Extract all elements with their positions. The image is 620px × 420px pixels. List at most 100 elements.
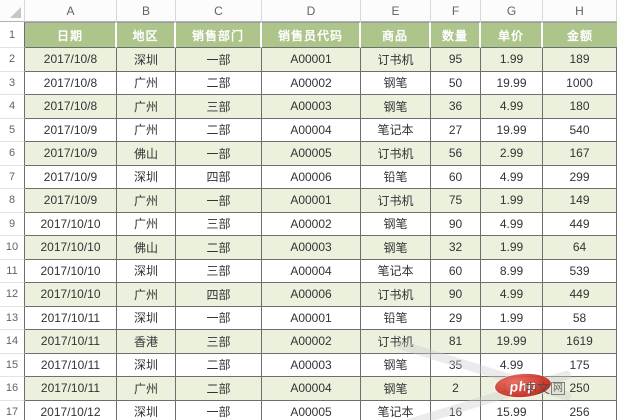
- cell-B15[interactable]: 深圳: [117, 353, 176, 377]
- row-number-7[interactable]: 7: [0, 165, 25, 189]
- cell-F5[interactable]: 27: [431, 118, 481, 142]
- select-all-corner[interactable]: [0, 0, 25, 22]
- cell-A10[interactable]: 2017/10/10: [25, 236, 117, 260]
- cell-C16[interactable]: 二部: [176, 377, 262, 401]
- cell-A6[interactable]: 2017/10/9: [25, 142, 117, 166]
- cell-E12[interactable]: 订书机: [361, 283, 431, 307]
- cell-H11[interactable]: 539: [543, 259, 617, 283]
- cell-F14[interactable]: 81: [431, 330, 481, 354]
- cell-E4[interactable]: 钢笔: [361, 95, 431, 119]
- cell-E5[interactable]: 笔记本: [361, 118, 431, 142]
- cell-H14[interactable]: 1619: [543, 330, 617, 354]
- cell-C5[interactable]: 二部: [176, 118, 262, 142]
- cell-G9[interactable]: 4.99: [481, 212, 543, 236]
- cell-D16[interactable]: A00004: [262, 377, 361, 401]
- cell-B5[interactable]: 广州: [117, 118, 176, 142]
- row-number-1[interactable]: 1: [0, 22, 25, 48]
- cell-C10[interactable]: 二部: [176, 236, 262, 260]
- cell-E2[interactable]: 订书机: [361, 48, 431, 72]
- cell-G7[interactable]: 4.99: [481, 165, 543, 189]
- cell-F9[interactable]: 90: [431, 212, 481, 236]
- cell-D8[interactable]: A00001: [262, 189, 361, 213]
- row-number-10[interactable]: 10: [0, 236, 25, 260]
- header-cell-B1[interactable]: 地区: [117, 22, 176, 48]
- row-number-2[interactable]: 2: [0, 48, 25, 72]
- cell-C12[interactable]: 四部: [176, 283, 262, 307]
- cell-A8[interactable]: 2017/10/9: [25, 189, 117, 213]
- cell-E7[interactable]: 铅笔: [361, 165, 431, 189]
- cell-E8[interactable]: 订书机: [361, 189, 431, 213]
- cell-D3[interactable]: A00002: [262, 71, 361, 95]
- cell-G2[interactable]: 1.99: [481, 48, 543, 72]
- cell-G17[interactable]: 15.99: [481, 400, 543, 420]
- column-header-F[interactable]: F: [431, 0, 481, 22]
- cell-D11[interactable]: A00004: [262, 259, 361, 283]
- cell-E16[interactable]: 钢笔: [361, 377, 431, 401]
- header-cell-A1[interactable]: 日期: [25, 22, 117, 48]
- row-number-3[interactable]: 3: [0, 71, 25, 95]
- cell-B14[interactable]: 香港: [117, 330, 176, 354]
- cell-D10[interactable]: A00003: [262, 236, 361, 260]
- cell-F13[interactable]: 29: [431, 306, 481, 330]
- cell-B9[interactable]: 广州: [117, 212, 176, 236]
- cell-D2[interactable]: A00001: [262, 48, 361, 72]
- cell-A9[interactable]: 2017/10/10: [25, 212, 117, 236]
- cell-E9[interactable]: 钢笔: [361, 212, 431, 236]
- cell-E3[interactable]: 钢笔: [361, 71, 431, 95]
- row-number-9[interactable]: 9: [0, 212, 25, 236]
- cell-H10[interactable]: 64: [543, 236, 617, 260]
- cell-E17[interactable]: 笔记本: [361, 400, 431, 420]
- cell-G8[interactable]: 1.99: [481, 189, 543, 213]
- cell-G13[interactable]: 1.99: [481, 306, 543, 330]
- cell-B7[interactable]: 深圳: [117, 165, 176, 189]
- cell-H7[interactable]: 299: [543, 165, 617, 189]
- cell-G3[interactable]: 19.99: [481, 71, 543, 95]
- header-cell-H1[interactable]: 金额: [543, 22, 617, 48]
- cell-C8[interactable]: 一部: [176, 189, 262, 213]
- cell-E10[interactable]: 钢笔: [361, 236, 431, 260]
- cell-D6[interactable]: A00005: [262, 142, 361, 166]
- column-header-E[interactable]: E: [361, 0, 431, 22]
- row-number-14[interactable]: 14: [0, 330, 25, 354]
- cell-A11[interactable]: 2017/10/10: [25, 259, 117, 283]
- column-header-G[interactable]: G: [481, 0, 543, 22]
- cell-D17[interactable]: A00005: [262, 400, 361, 420]
- cell-A14[interactable]: 2017/10/11: [25, 330, 117, 354]
- column-header-A[interactable]: A: [25, 0, 117, 22]
- cell-H8[interactable]: 149: [543, 189, 617, 213]
- cell-G5[interactable]: 19.99: [481, 118, 543, 142]
- cell-B17[interactable]: 深圳: [117, 400, 176, 420]
- header-cell-E1[interactable]: 商品: [361, 22, 431, 48]
- cell-F12[interactable]: 90: [431, 283, 481, 307]
- cell-B11[interactable]: 深圳: [117, 259, 176, 283]
- cell-B10[interactable]: 佛山: [117, 236, 176, 260]
- row-number-8[interactable]: 8: [0, 189, 25, 213]
- cell-G10[interactable]: 1.99: [481, 236, 543, 260]
- row-number-6[interactable]: 6: [0, 142, 25, 166]
- cell-C4[interactable]: 三部: [176, 95, 262, 119]
- cell-B13[interactable]: 深圳: [117, 306, 176, 330]
- cell-F15[interactable]: 35: [431, 353, 481, 377]
- cell-C15[interactable]: 二部: [176, 353, 262, 377]
- cell-A12[interactable]: 2017/10/10: [25, 283, 117, 307]
- cell-C3[interactable]: 二部: [176, 71, 262, 95]
- cell-G6[interactable]: 2.99: [481, 142, 543, 166]
- cell-F4[interactable]: 36: [431, 95, 481, 119]
- cell-D7[interactable]: A00006: [262, 165, 361, 189]
- cell-B2[interactable]: 深圳: [117, 48, 176, 72]
- cell-F3[interactable]: 50: [431, 71, 481, 95]
- header-cell-C1[interactable]: 销售部门: [176, 22, 262, 48]
- cell-B8[interactable]: 广州: [117, 189, 176, 213]
- cell-G14[interactable]: 19.99: [481, 330, 543, 354]
- cell-F2[interactable]: 95: [431, 48, 481, 72]
- cell-A4[interactable]: 2017/10/8: [25, 95, 117, 119]
- cell-C7[interactable]: 四部: [176, 165, 262, 189]
- header-cell-D1[interactable]: 销售员代码: [262, 22, 361, 48]
- cell-B12[interactable]: 广州: [117, 283, 176, 307]
- cell-F16[interactable]: 2: [431, 377, 481, 401]
- cell-C13[interactable]: 一部: [176, 306, 262, 330]
- cell-H3[interactable]: 1000: [543, 71, 617, 95]
- cell-A17[interactable]: 2017/10/12: [25, 400, 117, 420]
- cell-C14[interactable]: 三部: [176, 330, 262, 354]
- cell-D5[interactable]: A00004: [262, 118, 361, 142]
